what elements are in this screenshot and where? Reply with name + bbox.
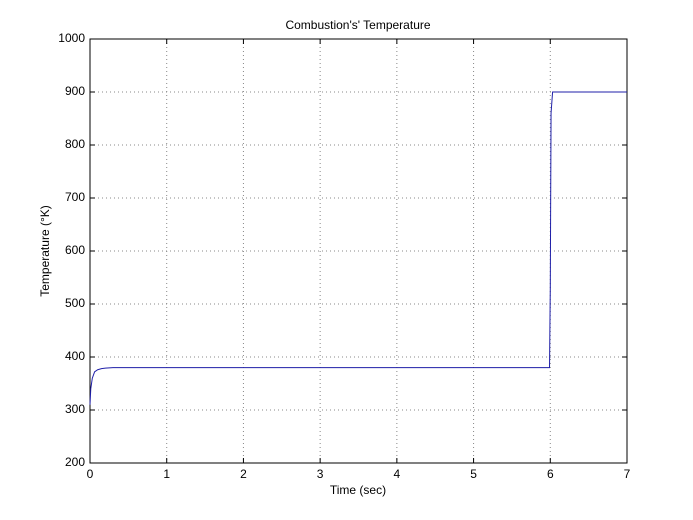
chart-title: Combustion's' Temperature	[285, 18, 430, 32]
x-tick-label: 3	[317, 467, 324, 481]
y-tick-label: 200	[65, 455, 85, 469]
y-axis-label: Temperature (°K)	[38, 205, 52, 297]
x-tick-label: 1	[163, 467, 170, 481]
y-tick-label: 400	[65, 349, 85, 363]
x-tick-label: 5	[470, 467, 477, 481]
y-tick-label: 500	[65, 296, 85, 310]
data-line	[89, 91, 627, 405]
y-tick-label: 700	[65, 190, 85, 204]
y-tick-label: 1000	[58, 31, 85, 45]
x-tick-label: 2	[240, 467, 247, 481]
y-tick-label: 600	[65, 243, 85, 257]
x-tick-label: 4	[394, 467, 401, 481]
y-tick-label: 900	[65, 84, 85, 98]
x-tick-label: 0	[87, 467, 94, 481]
y-tick-label: 300	[65, 402, 85, 416]
y-tick-label: 800	[65, 137, 85, 151]
x-tick-label: 7	[624, 467, 631, 481]
x-tick-label: 6	[547, 467, 554, 481]
x-axis-label: Time (sec)	[330, 483, 386, 497]
plot-frame	[89, 38, 628, 464]
